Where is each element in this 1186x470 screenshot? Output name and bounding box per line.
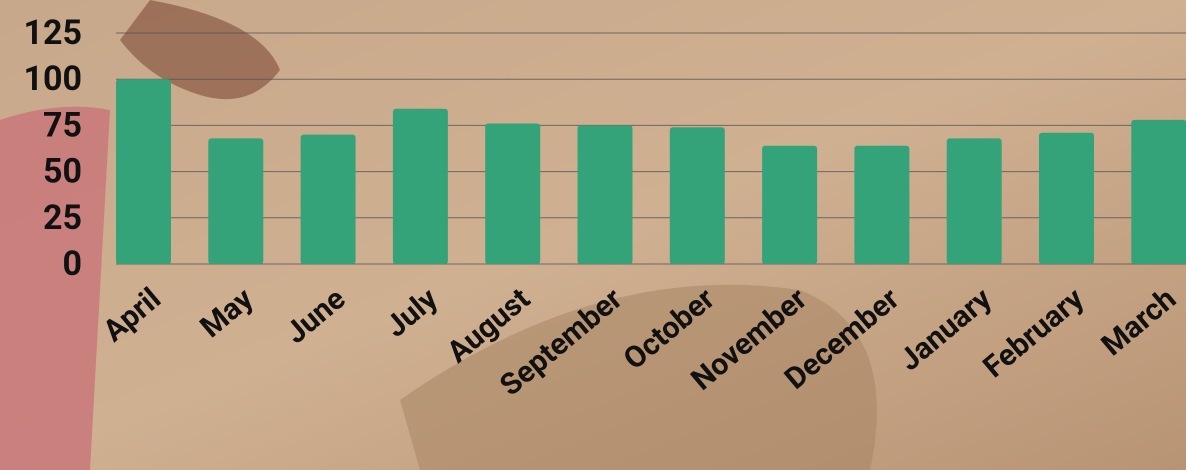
y-tick-label: 0 xyxy=(62,244,82,284)
background-shape xyxy=(120,0,280,100)
bar xyxy=(577,125,633,265)
bar xyxy=(300,134,356,264)
background-shape xyxy=(0,106,110,470)
background-shape xyxy=(400,284,877,470)
bar xyxy=(762,145,818,264)
bar xyxy=(946,138,1002,264)
bar xyxy=(116,79,171,264)
bar xyxy=(208,138,264,264)
bar xyxy=(1039,132,1094,264)
bar xyxy=(854,145,910,264)
y-tick-label: 25 xyxy=(43,198,82,238)
y-tick-label: 50 xyxy=(43,152,82,192)
bar xyxy=(485,123,541,264)
bar xyxy=(669,127,725,264)
bar xyxy=(392,108,448,264)
bar xyxy=(1131,119,1186,264)
y-tick-label: 125 xyxy=(23,13,82,53)
y-tick-label: 100 xyxy=(23,59,82,99)
y-tick-label: 75 xyxy=(43,105,82,145)
